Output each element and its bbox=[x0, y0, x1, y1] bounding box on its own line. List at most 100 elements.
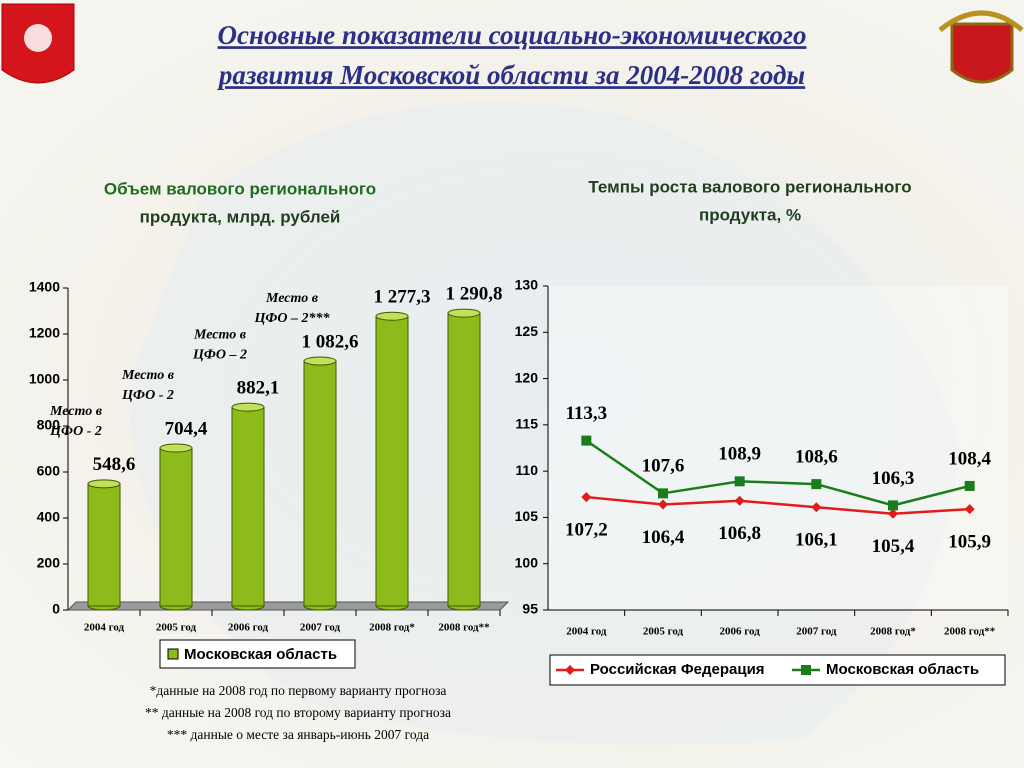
bar bbox=[231, 406, 265, 607]
bar bbox=[447, 312, 481, 607]
value-label: 107,2 bbox=[565, 519, 608, 540]
marker bbox=[888, 508, 898, 519]
value-label: 106,3 bbox=[872, 468, 915, 489]
chart-title: продукта, % bbox=[699, 205, 801, 224]
x-tick-label: 2008 год* bbox=[369, 622, 415, 634]
bar-top bbox=[87, 479, 121, 489]
value-label: 108,9 bbox=[718, 444, 761, 465]
value-label: 108,6 bbox=[795, 446, 838, 467]
annotation: ЦФО - 2 bbox=[121, 388, 174, 403]
x-tick-label: 2004 год bbox=[84, 622, 125, 634]
value-label: 1 290,8 bbox=[446, 283, 503, 304]
value-label: 1 277,3 bbox=[374, 287, 431, 308]
y-tick-label: 1000 bbox=[29, 371, 60, 387]
y-tick-label: 1200 bbox=[29, 325, 60, 341]
legend-label: Московская область bbox=[184, 646, 337, 663]
value-label: 882,1 bbox=[237, 377, 280, 398]
annotation: Место в bbox=[49, 404, 103, 419]
y-tick-label: 100 bbox=[515, 554, 539, 570]
legend-label: Российская Федерация bbox=[590, 661, 765, 678]
x-tick-label: 2006 год bbox=[720, 626, 761, 638]
marker bbox=[581, 435, 592, 446]
legend-marker bbox=[801, 665, 811, 675]
plot-area bbox=[548, 286, 1008, 610]
bar-top bbox=[375, 311, 409, 321]
marker bbox=[964, 480, 975, 491]
x-tick-label: 2005 год bbox=[643, 626, 684, 638]
line bbox=[586, 495, 970, 515]
annotation: ЦФО - 2 bbox=[49, 424, 102, 439]
marker bbox=[888, 500, 898, 511]
x-tick-label: 2004 год bbox=[566, 626, 607, 638]
legend-box bbox=[549, 654, 1006, 686]
bar bbox=[303, 360, 337, 607]
x-tick-label: 2008 год** bbox=[438, 622, 490, 634]
bar-top bbox=[231, 402, 265, 412]
footnote: *** данные о месте за январь-июнь 2007 г… bbox=[167, 727, 429, 742]
value-label: 107,6 bbox=[642, 456, 685, 477]
value-label: 548,6 bbox=[93, 454, 136, 475]
x-tick-label: 2005 год bbox=[156, 622, 197, 634]
value-label: 105,4 bbox=[872, 536, 915, 557]
bar-top bbox=[159, 443, 193, 453]
legend-label: Московская область bbox=[826, 661, 979, 678]
value-label: 106,4 bbox=[642, 527, 685, 548]
chart-title: Темпы роста валового регионального bbox=[588, 177, 911, 196]
title: Основные показатели социально-экономичес… bbox=[218, 20, 807, 50]
y-tick-label: 125 bbox=[515, 323, 539, 339]
y-tick-label: 800 bbox=[37, 417, 61, 433]
emblem-left bbox=[1, 3, 75, 84]
annotation: Место в bbox=[121, 368, 175, 383]
value-label: 1 082,6 bbox=[302, 331, 359, 352]
value-label: 704,4 bbox=[165, 418, 208, 439]
y-tick-label: 1400 bbox=[29, 279, 60, 295]
marker bbox=[734, 495, 745, 506]
y-tick-label: 105 bbox=[515, 508, 539, 524]
x-tick-label: 2008 год* bbox=[870, 626, 916, 638]
footnote: ** данные на 2008 год по второму вариант… bbox=[145, 705, 451, 720]
value-label: 113,3 bbox=[565, 403, 607, 424]
annotation: Место в bbox=[193, 327, 247, 342]
line bbox=[585, 439, 970, 507]
marker bbox=[658, 499, 668, 510]
x-tick-label: 2008 год** bbox=[944, 626, 996, 638]
value-label: 105,9 bbox=[948, 531, 991, 552]
marker bbox=[658, 488, 668, 499]
bar bbox=[159, 447, 193, 607]
legend-swatch bbox=[167, 648, 179, 660]
y-tick-label: 115 bbox=[515, 416, 538, 432]
x-tick-label: 2006 год bbox=[228, 622, 269, 634]
y-tick-label: 120 bbox=[515, 369, 539, 385]
emblem-right bbox=[938, 10, 1024, 84]
bar bbox=[87, 483, 121, 607]
y-tick-label: 130 bbox=[515, 277, 539, 293]
marker bbox=[811, 502, 822, 513]
x-tick-label: 2007 год bbox=[300, 622, 341, 634]
value-label: 106,1 bbox=[795, 530, 838, 551]
chart-title: продукта, млрд. рублей bbox=[140, 207, 341, 226]
chart-title: Объем валового регионального bbox=[104, 179, 376, 198]
x-tick-label: 2007 год bbox=[796, 626, 837, 638]
map-shape bbox=[129, 102, 960, 745]
bar-top bbox=[447, 308, 481, 318]
y-tick-label: 200 bbox=[37, 555, 61, 571]
footnote: *данные на 2008 год по первому варианту … bbox=[150, 683, 447, 698]
y-tick-label: 400 bbox=[37, 509, 61, 525]
marker bbox=[581, 492, 592, 503]
annotation: Место в bbox=[265, 291, 319, 306]
title: развития Московской области за 2004-2008… bbox=[217, 60, 805, 90]
bar-top bbox=[303, 356, 337, 366]
marker bbox=[811, 479, 822, 490]
marker bbox=[964, 504, 975, 515]
legend-marker bbox=[565, 665, 575, 675]
legend-box bbox=[159, 639, 356, 669]
y-tick-label: 0 bbox=[52, 601, 60, 617]
bar bbox=[375, 315, 409, 607]
y-tick-label: 600 bbox=[37, 463, 61, 479]
annotation: ЦФО – 2 bbox=[192, 347, 247, 362]
y-tick-label: 95 bbox=[522, 601, 538, 617]
value-label: 108,4 bbox=[948, 448, 991, 469]
y-tick-label: 110 bbox=[515, 462, 538, 478]
